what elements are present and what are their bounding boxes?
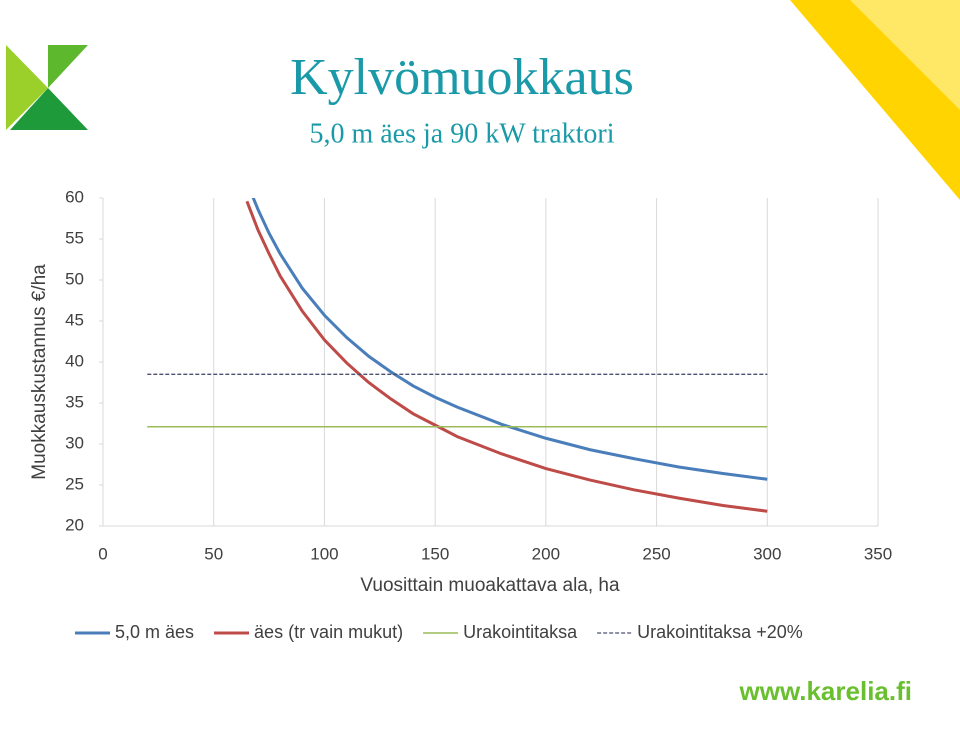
logo-shape	[6, 45, 48, 130]
legend-label: Urakointitaksa +20%	[637, 622, 803, 642]
x-tick-label: 250	[642, 544, 670, 563]
y-tick-label: 55	[65, 228, 84, 247]
x-tick-label: 150	[421, 544, 449, 563]
y-tick-label: 30	[65, 433, 84, 452]
x-tick-label: 300	[753, 544, 781, 563]
x-tick-label: 0	[98, 544, 107, 563]
x-tick-label: 350	[864, 544, 892, 563]
line-series	[251, 198, 768, 481]
x-tick-label: 100	[310, 544, 338, 563]
logo-shape	[10, 88, 88, 130]
legend-label: 5,0 m äes	[115, 622, 194, 642]
y-tick-label: 40	[65, 351, 84, 370]
corner-deco	[850, 0, 960, 110]
line-series	[245, 200, 768, 513]
subtitle: 5,0 m äes ja 90 kW traktori	[309, 118, 614, 149]
y-axis-label: Muokkauskustannus €/ha	[29, 264, 50, 480]
legend-label: äes (tr vain mukut)	[254, 622, 403, 642]
logo-shape	[48, 45, 88, 88]
x-tick-label: 50	[204, 544, 223, 563]
y-tick-label: 45	[65, 310, 84, 329]
x-tick-label: 200	[532, 544, 560, 563]
y-tick-label: 35	[65, 392, 84, 411]
y-tick-label: 60	[65, 187, 84, 206]
y-tick-label: 50	[65, 269, 84, 288]
title: Kylvömuokkaus	[290, 49, 634, 106]
legend-label: Urakointitaksa	[463, 622, 578, 642]
y-tick-label: 20	[65, 515, 84, 534]
x-axis-label: Vuosittain muoakattava ala, ha	[360, 575, 620, 596]
y-tick-label: 25	[65, 474, 84, 493]
footer-url: www.karelia.fi	[739, 676, 912, 706]
